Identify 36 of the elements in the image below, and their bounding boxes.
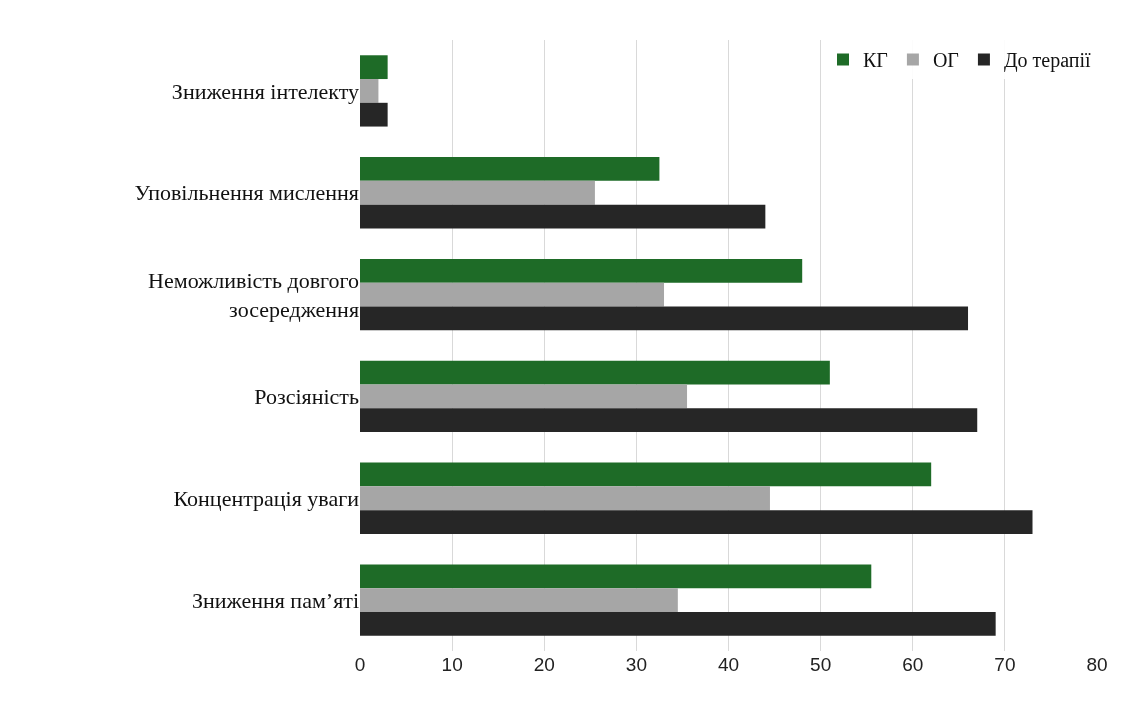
y-tick-label: Неможливість довгого зосередження <box>148 267 359 322</box>
bar <box>360 462 932 487</box>
y-tick-label: Зниження пам’яті <box>191 587 359 613</box>
x-tick-label: 40 <box>717 654 740 675</box>
x-tick-label: 30 <box>625 654 647 675</box>
x-tick-label: 10 <box>441 654 463 675</box>
y-tick-label: Розсіяність <box>254 384 359 410</box>
y-tick-label: Концентрація уваги <box>173 485 360 511</box>
legend-label: КГ <box>863 49 888 72</box>
bar <box>360 157 660 181</box>
x-tick-label: 50 <box>810 654 832 675</box>
legend-label: До терапії <box>1003 49 1092 73</box>
bar <box>360 564 872 589</box>
bar <box>360 588 678 612</box>
bar <box>360 384 688 409</box>
bar <box>360 408 978 433</box>
bar <box>360 282 665 307</box>
x-tick-label: 70 <box>994 654 1016 675</box>
x-tick-label: 60 <box>902 654 924 675</box>
y-tick-label: Уповільнення мислення <box>134 180 359 206</box>
bar <box>360 306 969 331</box>
bar <box>360 204 766 229</box>
x-tick-label: 80 <box>1086 654 1108 675</box>
bar <box>360 360 830 385</box>
legend-label: ОГ <box>932 49 959 72</box>
y-tick-label: Зниження інтелекту <box>171 78 359 104</box>
bar <box>360 102 388 127</box>
bar <box>360 486 770 511</box>
bar <box>360 258 803 283</box>
bar <box>360 55 388 80</box>
bar <box>360 79 379 103</box>
x-tick-label: 20 <box>533 654 555 675</box>
x-tick-label: 0 <box>354 654 366 675</box>
bar <box>360 180 595 205</box>
bar <box>360 510 1033 534</box>
bar <box>360 611 996 636</box>
